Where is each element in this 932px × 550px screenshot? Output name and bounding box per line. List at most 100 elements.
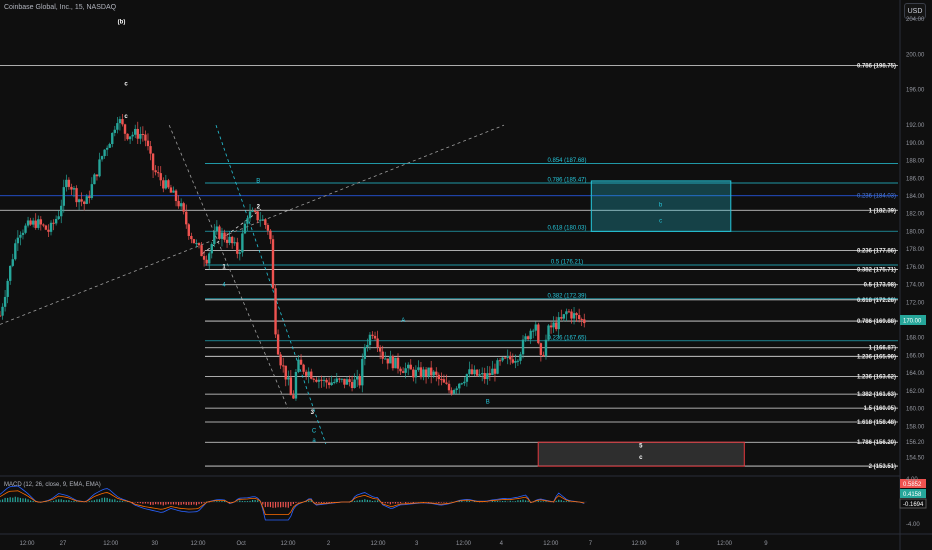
candle	[108, 144, 111, 148]
candle	[274, 288, 277, 335]
time-tick: 7	[589, 541, 593, 547]
time-tick: 27	[60, 541, 67, 547]
candle	[419, 367, 423, 378]
candle	[302, 364, 305, 372]
candle	[54, 218, 58, 224]
candle	[544, 339, 548, 357]
candle	[269, 230, 272, 240]
candle	[327, 382, 331, 386]
candle	[493, 368, 497, 374]
candle	[450, 390, 453, 394]
time-tick: 8	[676, 541, 680, 547]
price-tick: 200.00	[906, 52, 925, 58]
candle	[463, 381, 466, 384]
candle	[315, 379, 318, 382]
candle	[373, 335, 377, 339]
candle	[524, 336, 527, 340]
candle	[460, 383, 463, 385]
last-price-badge	[900, 315, 926, 325]
price-tick: 168.00	[906, 336, 925, 342]
candle	[519, 354, 522, 361]
candle	[350, 382, 354, 388]
candle	[223, 232, 226, 240]
candle	[80, 199, 83, 202]
candle	[384, 358, 387, 360]
wave-label: 3	[311, 410, 315, 416]
candle	[473, 369, 476, 375]
candle	[31, 220, 35, 225]
candle	[506, 355, 509, 358]
fib-label-white: 1 (166.87)	[869, 346, 896, 352]
candle	[570, 311, 573, 319]
candle	[289, 377, 293, 396]
candle	[307, 371, 310, 376]
candle	[480, 373, 484, 375]
candle	[218, 226, 221, 239]
macd-axis-tick: 4.00	[906, 477, 918, 483]
candle	[371, 334, 374, 336]
time-tick: 9	[764, 541, 768, 547]
time-tick: 4	[500, 541, 504, 547]
candle	[468, 369, 471, 375]
wave-label: b	[659, 203, 663, 209]
time-tick: 12:00	[103, 541, 119, 547]
candle	[6, 280, 9, 297]
candle	[185, 211, 188, 225]
candle	[67, 179, 71, 187]
candle	[496, 360, 499, 374]
candle	[75, 188, 78, 203]
candle	[312, 378, 316, 380]
candle	[396, 357, 400, 369]
macd-title: MACD (12, 26, close, 9, EMA, EMA)	[4, 482, 101, 488]
candle	[514, 361, 517, 363]
candle	[404, 368, 407, 373]
candle	[429, 367, 433, 376]
time-tick: 12:00	[190, 541, 206, 547]
candle	[90, 184, 94, 198]
candle	[297, 359, 300, 372]
candle	[169, 187, 173, 193]
candle	[95, 174, 99, 177]
candle	[488, 373, 492, 376]
candle	[208, 253, 211, 264]
candle	[164, 180, 168, 189]
fib-label-white: 2 (153.51)	[869, 464, 896, 470]
candle	[511, 359, 515, 363]
wave-label: c	[124, 81, 128, 87]
candle	[279, 354, 282, 366]
fib-levels: 0.786 (198.75) 1 (182.39) 0.236 (177.86) 0.…	[0, 63, 898, 470]
candle	[236, 242, 239, 254]
candle	[136, 128, 139, 139]
price-tick: 164.00	[906, 371, 925, 377]
candle	[172, 190, 175, 193]
candle	[284, 365, 287, 380]
candle	[134, 128, 137, 135]
candle	[202, 256, 206, 260]
fib-label-blue: 0.236 (184.03)	[857, 194, 896, 200]
candle	[366, 344, 369, 347]
candle	[34, 220, 37, 228]
candle	[179, 203, 183, 207]
wave-label: B	[486, 399, 490, 405]
fib-label-white: 0.618 (172.28)	[857, 298, 896, 304]
candle	[565, 311, 568, 315]
candle	[118, 119, 122, 124]
candle	[501, 357, 504, 361]
candle	[100, 156, 104, 160]
candle	[399, 368, 402, 372]
price-tick: 190.00	[906, 141, 925, 147]
candle	[424, 369, 428, 377]
candle	[271, 239, 275, 289]
candle	[532, 330, 535, 332]
candle	[368, 334, 372, 345]
candle	[57, 216, 60, 219]
currency-button[interactable]: USD	[904, 3, 926, 19]
candle	[1, 306, 4, 316]
candle	[554, 322, 558, 330]
candle	[256, 211, 259, 221]
candle	[330, 382, 333, 386]
candle	[560, 317, 563, 319]
candle	[470, 369, 474, 375]
time-tick: 12:00	[717, 541, 733, 547]
